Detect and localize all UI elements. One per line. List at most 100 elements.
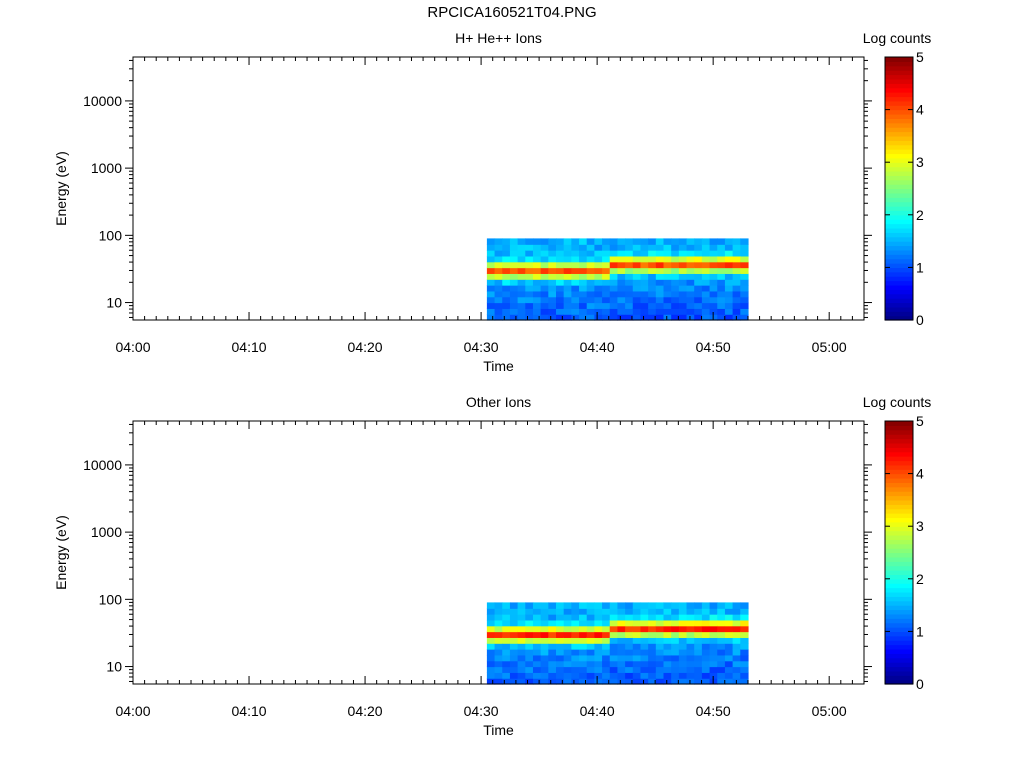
heatmap-cell <box>724 302 734 309</box>
heatmap-cell <box>579 244 588 251</box>
heatmap-cell <box>724 625 734 633</box>
colorbar-segment <box>885 596 913 602</box>
heatmap-cell <box>579 261 588 269</box>
colorbar-segment <box>885 192 913 198</box>
heatmap-cell <box>509 302 519 309</box>
heatmap-cell <box>540 296 549 304</box>
heatmap-cell <box>724 308 734 315</box>
y-axis: 10 100 1000 10000 Energy (eV) <box>53 59 872 318</box>
heatmap-cell <box>663 302 672 309</box>
colorbar-segment <box>885 263 913 268</box>
heatmap-cell <box>579 308 588 315</box>
heatmap-cell <box>686 285 695 292</box>
heatmap-cell <box>509 244 519 251</box>
colorbar-segment <box>885 227 913 233</box>
heatmap-cell <box>548 255 557 263</box>
heatmap-cell <box>663 238 672 245</box>
colorbar-segment <box>885 201 913 207</box>
heatmap-cell <box>671 608 680 615</box>
heatmap-cell <box>663 261 672 269</box>
heatmap-cell <box>640 602 649 609</box>
heatmap-cell <box>609 625 619 633</box>
colorbar-segment <box>885 135 913 141</box>
heatmap-cell <box>556 672 565 679</box>
heatmap-cell <box>617 678 626 685</box>
colorbar-tick-label: 0 <box>916 312 924 328</box>
heatmap-cell <box>525 602 534 609</box>
heatmap-cell <box>625 602 634 609</box>
colorbar-segment <box>885 170 913 176</box>
heatmap-cell <box>602 637 611 644</box>
heatmap-cell <box>640 314 649 321</box>
heatmap-cell <box>640 637 649 644</box>
heatmap-cell <box>494 614 503 621</box>
heatmap-cell <box>509 678 519 685</box>
heatmap-cell <box>663 625 672 633</box>
heatmap-cell <box>540 255 549 263</box>
heatmap-cell <box>617 660 626 668</box>
heatmap-cell <box>732 238 741 245</box>
heatmap-cell <box>594 279 603 286</box>
heatmap-cell <box>663 608 672 615</box>
colorbar-segment <box>885 280 913 286</box>
heatmap-cell <box>701 279 711 286</box>
heatmap-cell <box>740 614 749 621</box>
heatmap-cell <box>602 244 611 251</box>
heatmap-cell <box>694 314 703 321</box>
colorbar-segment <box>885 175 913 181</box>
heatmap-cell <box>640 255 649 263</box>
heatmap-cell <box>740 625 749 633</box>
heatmap-cell <box>548 314 557 321</box>
heatmap-cell <box>509 660 519 668</box>
colorbar-segment <box>885 438 913 444</box>
heatmap-cell <box>556 625 565 633</box>
heatmap-cell <box>594 631 603 638</box>
heatmap-cell <box>640 631 649 638</box>
heatmap-cell <box>494 308 503 315</box>
heatmap-cell <box>548 261 557 269</box>
colorbar-segment <box>885 644 913 650</box>
heatmap-cell <box>532 619 542 627</box>
heatmap-cell <box>671 261 680 269</box>
heatmap-cell <box>602 654 611 662</box>
heatmap-cell <box>502 244 511 251</box>
heatmap-cell <box>724 290 734 298</box>
colorbar-tick-label: 0 <box>916 676 924 692</box>
heatmap-cell <box>571 255 580 263</box>
heatmap-cell <box>532 302 542 309</box>
heatmap-cell <box>540 267 549 274</box>
heatmap-cell <box>486 631 496 638</box>
heatmap-cell <box>502 672 511 679</box>
heatmap-cell <box>655 296 665 304</box>
heatmap-cell <box>525 279 534 286</box>
heatmap-cell <box>740 261 749 269</box>
heatmap-cell <box>663 672 672 679</box>
heatmap-cell <box>617 637 626 644</box>
heatmap-cell <box>486 296 496 304</box>
heatmap-cell <box>701 255 711 263</box>
heatmap-cell <box>625 666 634 673</box>
heatmap-cell <box>532 637 542 644</box>
heatmap-cell <box>617 296 626 304</box>
x-tick-label: 05:00 <box>812 703 847 719</box>
heatmap-cell <box>548 631 557 638</box>
heatmap-cell <box>517 250 526 257</box>
heatmap-cell <box>525 678 534 685</box>
heatmap-cell <box>494 672 503 679</box>
heatmap-cell <box>517 273 526 280</box>
heatmap-cell <box>625 625 634 633</box>
heatmap-cell <box>686 238 695 245</box>
heatmap-cell <box>655 285 665 292</box>
heatmap-cell <box>625 614 634 621</box>
heatmap-cell <box>602 614 611 621</box>
heatmap-cell <box>640 273 649 280</box>
heatmap-cell <box>609 314 619 321</box>
heatmap-cell <box>609 672 619 679</box>
heatmap-cell <box>563 279 572 286</box>
heatmap-cell <box>525 273 534 280</box>
heatmap-cell <box>678 678 688 685</box>
heatmap-cell <box>586 238 595 245</box>
heatmap-cell <box>586 273 595 280</box>
colorbar-segment <box>885 464 913 470</box>
heatmap-cell <box>540 314 549 321</box>
